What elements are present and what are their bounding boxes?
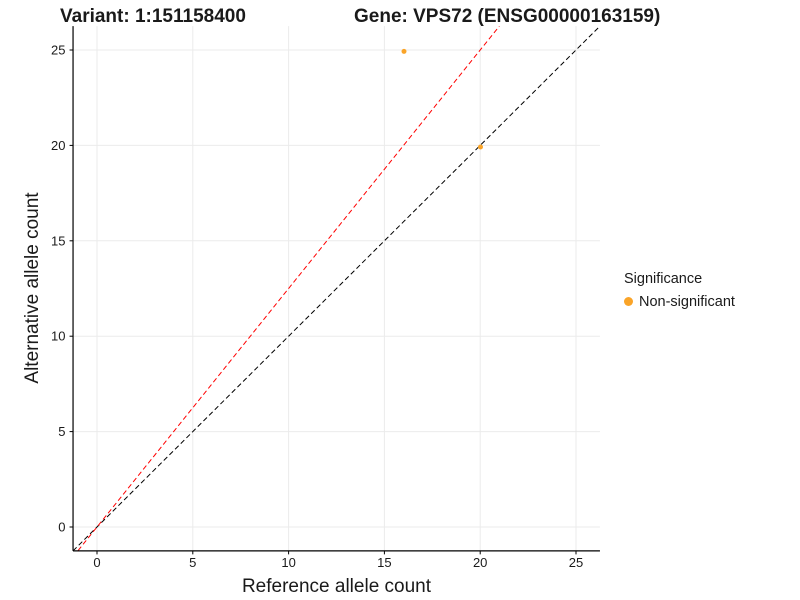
svg-text:5: 5 <box>58 424 65 439</box>
svg-text:15: 15 <box>377 555 391 570</box>
svg-text:20: 20 <box>473 555 487 570</box>
svg-text:10: 10 <box>51 329 65 344</box>
svg-text:20: 20 <box>51 138 65 153</box>
svg-text:25: 25 <box>569 555 583 570</box>
svg-text:0: 0 <box>58 520 65 535</box>
svg-text:0: 0 <box>93 555 100 570</box>
svg-text:25: 25 <box>51 43 65 58</box>
svg-text:5: 5 <box>189 555 196 570</box>
svg-text:15: 15 <box>51 233 65 248</box>
svg-text:10: 10 <box>281 555 295 570</box>
